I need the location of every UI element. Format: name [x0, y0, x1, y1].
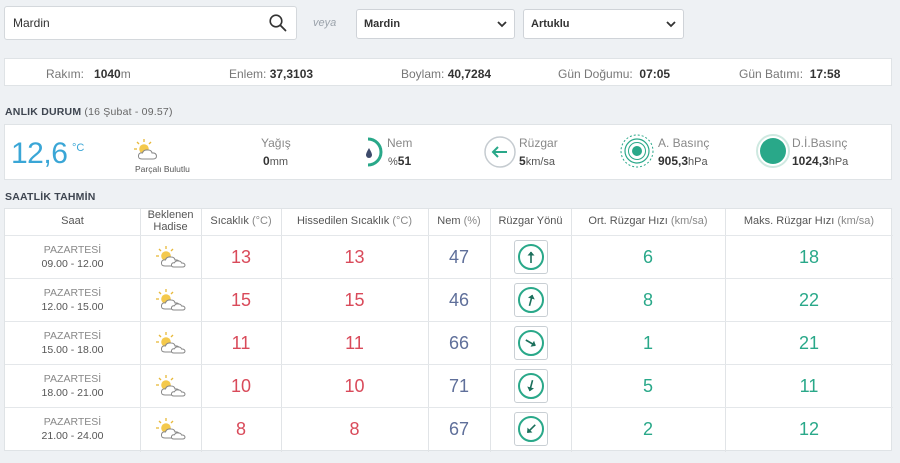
- ruzgar-value: 5km/sa: [519, 154, 556, 168]
- header-saat: Saat: [61, 215, 84, 228]
- humidity-cell: 66: [448, 332, 470, 353]
- avg-wind-cell: 2: [642, 418, 653, 439]
- header-hissedilen: Hissedilen Sıcaklık (°C): [296, 215, 413, 228]
- abasinc-value: 905,3hPa: [658, 154, 708, 168]
- feels-like-cell: 15: [344, 289, 365, 310]
- location-info-bar: Rakım: 1040m Enlem: 37,3103 Boylam: 40,7…: [4, 58, 892, 86]
- avg-wind-cell: 5: [642, 375, 653, 396]
- table-row: PAZARTESİ 12.00 - 15.00 15 15 46 8 22: [5, 278, 893, 320]
- max-wind-cell: 22: [798, 289, 820, 310]
- chevron-down-icon: [666, 21, 676, 28]
- partly-cloudy-icon: [140, 408, 201, 450]
- nem-value: %51: [388, 154, 412, 168]
- header-maks-ruzgar: Maks. Rüzgar Hızı (km/sa): [743, 215, 875, 228]
- search-input[interactable]: [5, 7, 260, 39]
- partly-cloudy-icon: [140, 322, 201, 364]
- yagis-label: Yağış: [261, 136, 291, 150]
- humidity-cell: 67: [448, 418, 470, 439]
- partly-cloudy-icon: [133, 138, 163, 165]
- feels-like-cell: 10: [344, 375, 365, 396]
- max-wind-cell: 12: [798, 418, 820, 439]
- max-wind-cell: 21: [798, 332, 820, 353]
- wind-arrow-icon: [527, 251, 534, 263]
- wind-arrow-icon: [526, 379, 534, 392]
- wind-arrow-icon: [526, 424, 536, 434]
- boylam-info: Boylam: 40,7284: [401, 67, 492, 81]
- header-sicaklik: Sıcaklık (°C): [210, 215, 272, 228]
- temperature-cell: 8: [235, 418, 246, 439]
- feels-like-cell: 11: [345, 332, 364, 353]
- province-select[interactable]: Mardin: [356, 9, 515, 39]
- time-cell: PAZARTESİ 12.00 - 15.00: [41, 286, 104, 313]
- wind-direction-cell: [490, 322, 571, 364]
- wind-arrow-icon: [527, 294, 535, 307]
- feels-like-cell: 13: [344, 246, 365, 267]
- partly-cloudy-icon: [140, 279, 201, 321]
- avg-wind-cell: 8: [642, 289, 653, 310]
- feels-like-cell: 8: [349, 418, 360, 439]
- current-temperature: 12,6: [11, 137, 68, 170]
- search-icon[interactable]: [268, 13, 288, 33]
- abasinc-label: A. Basınç: [658, 136, 710, 150]
- header-ruzgar-yonu: Rüzgar Yönü: [498, 215, 563, 228]
- dibasinc-value: 1024,3hPa: [792, 154, 849, 168]
- temperature-cell: 15: [230, 289, 252, 310]
- time-cell: PAZARTESİ 21.00 - 24.00: [41, 415, 104, 442]
- district-select[interactable]: Artuklu: [523, 9, 684, 39]
- wind-direction-icon: [483, 135, 517, 172]
- veya-label: veya: [313, 17, 337, 29]
- wind-direction-cell: [490, 279, 571, 321]
- temperature-cell: 11: [231, 332, 251, 353]
- saatlik-tahmin-title: SAATLİK TAHMİN: [5, 191, 96, 203]
- pressure-ripple-icon: [619, 133, 655, 172]
- enlem-info: Enlem: 37,3103: [229, 67, 314, 81]
- ruzgar-label: Rüzgar: [519, 136, 558, 150]
- search-box: [4, 6, 297, 40]
- humidity-cell: 46: [448, 289, 470, 310]
- time-cell: PAZARTESİ 15.00 - 18.00: [41, 329, 104, 356]
- gun-dogumu-info: Gün Doğumu: 07:05: [558, 67, 671, 81]
- wind-direction-cell: [490, 408, 571, 450]
- condition-label: Parçalı Bulutlu: [135, 164, 190, 174]
- header-hadise: Beklenen Hadise: [147, 209, 194, 233]
- max-wind-cell: 18: [798, 246, 820, 267]
- header-nem: Nem (%): [437, 215, 481, 228]
- avg-wind-cell: 6: [642, 246, 653, 267]
- chevron-down-icon: [497, 21, 507, 28]
- dibasinc-label: D.İ.Basınç: [792, 136, 848, 150]
- hourly-forecast-table: Saat Beklenen Hadise Sıcaklık (°C) Hissed…: [4, 208, 893, 452]
- header-ort-ruzgar: Ort. Rüzgar Hızı (km/sa): [588, 215, 708, 228]
- wind-direction-cell: [490, 236, 571, 278]
- temperature-cell: 10: [230, 375, 252, 396]
- max-wind-cell: 11: [799, 375, 819, 396]
- gun-batimi-info: Gün Batımı: 17:58: [739, 67, 841, 81]
- temperature-unit: °C: [72, 142, 85, 154]
- current-conditions-panel: 12,6 °C Parçalı Bulutlu Yağış 0mm Nem %5…: [4, 124, 892, 180]
- table-row: PAZARTESİ 15.00 - 18.00 11 11 66 1 21: [5, 321, 893, 363]
- time-cell: PAZARTESİ 09.00 - 12.00: [41, 243, 104, 270]
- humidity-cell: 71: [448, 375, 470, 396]
- table-row: PAZARTESİ 18.00 - 21.00 10 10 71 5 11: [5, 364, 893, 406]
- province-select-value: Mardin: [364, 18, 401, 30]
- table-row: PAZARTESİ 21.00 - 24.00 8 8 67 2 12: [5, 407, 893, 449]
- humidity-cell: 47: [448, 246, 470, 267]
- anlik-durum-title: ANLIK DURUM (16 Şubat - 09.57): [5, 106, 173, 118]
- district-select-value: Artuklu: [531, 18, 570, 30]
- partly-cloudy-icon: [140, 236, 201, 278]
- time-cell: PAZARTESİ 18.00 - 21.00: [41, 372, 104, 399]
- wind-direction-cell: [490, 365, 571, 407]
- partly-cloudy-icon: [140, 365, 201, 407]
- temperature-cell: 13: [230, 246, 252, 267]
- avg-wind-cell: 1: [642, 332, 653, 353]
- wind-arrow-icon: [524, 339, 536, 347]
- humidity-gauge-icon: [360, 135, 384, 172]
- nem-label: Nem: [387, 136, 413, 150]
- yagis-value: 0mm: [263, 154, 289, 168]
- table-row: PAZARTESİ 09.00 - 12.00 13 13 47 6 18: [5, 235, 893, 277]
- sea-pressure-icon: [755, 133, 791, 172]
- rakim-info: Rakım: 1040m: [46, 67, 131, 81]
